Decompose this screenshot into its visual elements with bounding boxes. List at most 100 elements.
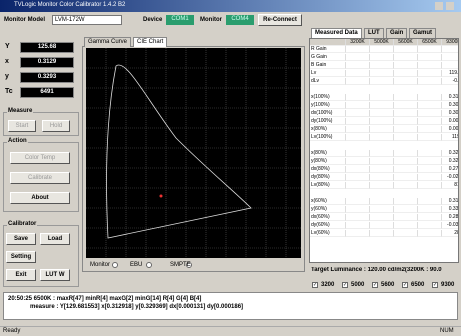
chart-tab[interactable]: Gamma Curve: [84, 37, 132, 47]
table-cell: [346, 110, 370, 117]
button[interactable]: LUT W: [40, 269, 70, 281]
table-cell: [370, 118, 394, 125]
table-cell: [394, 126, 418, 133]
table-cell: 3200K: [346, 39, 370, 46]
radio[interactable]: [112, 262, 118, 268]
data-tab[interactable]: Gain: [386, 28, 408, 38]
table-cell: [370, 134, 394, 141]
table-cell: [346, 94, 370, 101]
table-cell: -0.0227: [442, 174, 458, 181]
checkbox[interactable]: ✓: [402, 282, 408, 288]
radio-label: Monitor: [90, 262, 111, 268]
status-bar: [0, 326, 461, 336]
table-cell: [418, 198, 442, 205]
table-cell: [346, 62, 370, 69]
radio[interactable]: [186, 262, 192, 268]
table-cell: [370, 222, 394, 229]
table-cell: 28.1: [442, 230, 458, 237]
table-cell: [418, 150, 442, 157]
data-table: 3200K5000K5600K6500K9300K R Gain 63 G Gain 4…: [309, 38, 459, 263]
button[interactable]: Color Temp: [10, 152, 70, 164]
checkbox[interactable]: ✓: [312, 282, 318, 288]
table-cell: [370, 174, 394, 181]
button[interactable]: Start: [8, 120, 36, 132]
table-cell: -0.0327: [442, 222, 458, 229]
table-cell: R Gain: [310, 46, 346, 53]
table-cell: [370, 62, 394, 69]
check-label: 5000: [351, 282, 365, 288]
table-cell: [370, 182, 394, 189]
table-cell: [346, 134, 370, 141]
table-cell: [418, 102, 442, 109]
calibrator-group: Calibrator: [3, 221, 79, 287]
table-cell: [346, 222, 370, 229]
table-cell: [346, 166, 370, 173]
checkbox[interactable]: ✓: [342, 282, 348, 288]
table-cell: dx(80%): [310, 166, 346, 173]
table-cell: x(100%): [310, 94, 346, 101]
readout-label: Y: [5, 43, 10, 50]
table-cell: [418, 206, 442, 213]
button[interactable]: Hold: [42, 120, 70, 132]
table-cell: [370, 150, 394, 157]
table-cell: [394, 230, 418, 237]
close[interactable]: [446, 2, 454, 10]
button[interactable]: Setting: [6, 251, 36, 263]
table-cell: 0.0003: [442, 118, 458, 125]
button[interactable]: Load: [40, 233, 70, 245]
table-cell: [394, 182, 418, 189]
radio[interactable]: [146, 262, 152, 268]
spectral-locus: [106, 64, 252, 239]
table-cell: [394, 158, 418, 165]
radio-label: SMPTE: [170, 262, 191, 268]
table-cell: G Gain: [310, 54, 346, 61]
checkbox[interactable]: ✓: [432, 282, 438, 288]
status-right: NUM: [440, 328, 454, 334]
table-cell: [370, 230, 394, 237]
readout-value: 0.3129: [20, 57, 74, 68]
port: COM1: [166, 15, 194, 25]
table-cell: [346, 102, 370, 109]
button[interactable]: Exit: [6, 269, 36, 281]
table-cell: [370, 206, 394, 213]
table-cell: Lv(80%): [310, 182, 346, 189]
table-cell: [394, 214, 418, 221]
table-cell: x(60%): [310, 198, 346, 205]
data-tab[interactable]: LUT: [364, 28, 384, 38]
checkbox[interactable]: ✓: [372, 282, 378, 288]
reconnect-button[interactable]: Re-Connect: [258, 14, 302, 26]
table-cell: [346, 150, 370, 157]
button[interactable]: Save: [6, 233, 36, 245]
data-tab[interactable]: Gamut: [409, 28, 437, 38]
table-cell: y(100%): [310, 102, 346, 109]
table-cell: dy(100%): [310, 118, 346, 125]
table-cell: [394, 166, 418, 173]
table-cell: [346, 206, 370, 213]
minimize[interactable]: [435, 2, 443, 10]
table-cell: [418, 118, 442, 125]
model-select[interactable]: LVM-172W: [52, 15, 122, 25]
table-cell: [418, 94, 442, 101]
data-tab[interactable]: Measured Data: [311, 28, 362, 38]
table-cell: [418, 134, 442, 141]
table-cell: [394, 70, 418, 77]
table-cell: [346, 46, 370, 53]
status-left: Ready: [3, 328, 21, 334]
table-cell: [370, 78, 394, 85]
table-cell: [346, 70, 370, 77]
table-cell: [370, 166, 394, 173]
table-cell: [418, 158, 442, 165]
group-title: Measure: [7, 108, 34, 114]
table-cell: [394, 134, 418, 141]
table-cell: 4: [442, 54, 458, 61]
table-cell: [418, 166, 442, 173]
table-cell: [370, 214, 394, 221]
label: Monitor Model: [4, 17, 45, 23]
table-cell: 0.3327: [442, 206, 458, 213]
button[interactable]: Calibrate: [10, 172, 70, 184]
port: COM4: [226, 15, 254, 25]
button[interactable]: About: [10, 192, 70, 204]
group-title: Calibrator: [7, 221, 38, 227]
chart-tab[interactable]: CIE Chart: [133, 37, 168, 47]
